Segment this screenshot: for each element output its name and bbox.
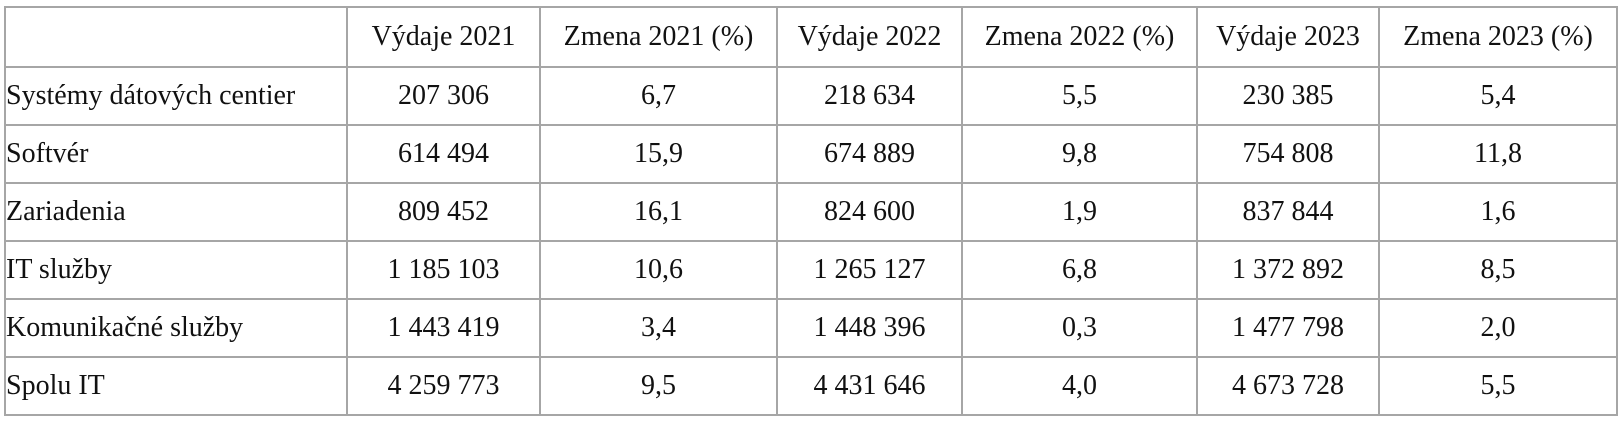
column-header-vydaje-2023: Výdaje 2023 [1196, 6, 1380, 68]
cell-value: 4 259 773 [346, 356, 541, 416]
cell-value: 4 673 728 [1196, 356, 1380, 416]
cell-value: 3,4 [539, 298, 778, 358]
table-row-it-services: IT služby 1 185 103 10,6 1 265 127 6,8 1… [4, 240, 1618, 300]
cell-value: 837 844 [1196, 182, 1380, 242]
cell-value: 11,8 [1378, 124, 1618, 184]
cell-value: 230 385 [1196, 66, 1380, 126]
cell-value: 1 448 396 [776, 298, 963, 358]
cell-value: 9,5 [539, 356, 778, 416]
cell-value: 16,1 [539, 182, 778, 242]
cell-value: 9,8 [961, 124, 1198, 184]
table-row-datacenter-systems: Systémy dátových centier 207 306 6,7 218… [4, 66, 1618, 126]
cell-value: 218 634 [776, 66, 963, 126]
column-header-zmena-2021: Zmena 2021 (%) [539, 6, 778, 68]
cell-value: 754 808 [1196, 124, 1380, 184]
table-row-devices: Zariadenia 809 452 16,1 824 600 1,9 837 … [4, 182, 1618, 242]
row-label: Softvér [4, 124, 348, 184]
column-header-vydaje-2022: Výdaje 2022 [776, 6, 963, 68]
column-header-vydaje-2021: Výdaje 2021 [346, 6, 541, 68]
cell-value: 15,9 [539, 124, 778, 184]
cell-value: 8,5 [1378, 240, 1618, 300]
table-header-row: Výdaje 2021 Zmena 2021 (%) Výdaje 2022 Z… [4, 6, 1618, 68]
column-header-zmena-2023: Zmena 2023 (%) [1378, 6, 1618, 68]
cell-value: 1,6 [1378, 182, 1618, 242]
column-header-zmena-2022: Zmena 2022 (%) [961, 6, 1198, 68]
row-label: Spolu IT [4, 356, 348, 416]
cell-value: 2,0 [1378, 298, 1618, 358]
cell-value: 1 443 419 [346, 298, 541, 358]
cell-value: 809 452 [346, 182, 541, 242]
cell-value: 0,3 [961, 298, 1198, 358]
cell-value: 5,5 [1378, 356, 1618, 416]
row-label: Komunikačné služby [4, 298, 348, 358]
cell-value: 6,7 [539, 66, 778, 126]
table-row-software: Softvér 614 494 15,9 674 889 9,8 754 808… [4, 124, 1618, 184]
cell-value: 1,9 [961, 182, 1198, 242]
cell-value: 1 265 127 [776, 240, 963, 300]
cell-value: 1 372 892 [1196, 240, 1380, 300]
row-label: Systémy dátových centier [4, 66, 348, 126]
cell-value: 614 494 [346, 124, 541, 184]
row-label: Zariadenia [4, 182, 348, 242]
cell-value: 207 306 [346, 66, 541, 126]
cell-value: 824 600 [776, 182, 963, 242]
column-header-empty [4, 6, 348, 68]
cell-value: 1 185 103 [346, 240, 541, 300]
cell-value: 5,5 [961, 66, 1198, 126]
cell-value: 6,8 [961, 240, 1198, 300]
it-spending-table: Výdaje 2021 Zmena 2021 (%) Výdaje 2022 Z… [4, 6, 1618, 416]
table-row-communication-services: Komunikačné služby 1 443 419 3,4 1 448 3… [4, 298, 1618, 358]
row-label: IT služby [4, 240, 348, 300]
cell-value: 4 431 646 [776, 356, 963, 416]
cell-value: 10,6 [539, 240, 778, 300]
cell-value: 5,4 [1378, 66, 1618, 126]
cell-value: 1 477 798 [1196, 298, 1380, 358]
cell-value: 674 889 [776, 124, 963, 184]
cell-value: 4,0 [961, 356, 1198, 416]
table-row-total-it: Spolu IT 4 259 773 9,5 4 431 646 4,0 4 6… [4, 356, 1618, 416]
